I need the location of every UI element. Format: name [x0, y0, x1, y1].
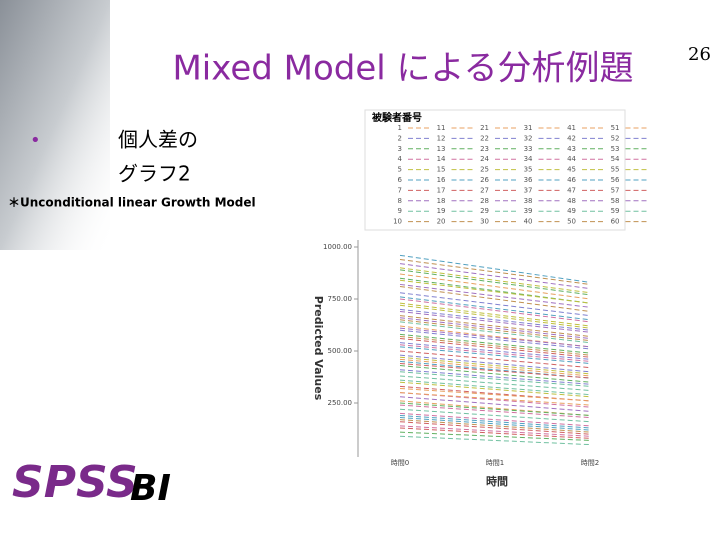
- legend-label: 15: [437, 166, 446, 174]
- bullet-line: 個人差の: [118, 128, 198, 152]
- series-line: [399, 263, 591, 290]
- y-tick-label: 750.00: [328, 295, 353, 303]
- legend-label: 28: [480, 197, 489, 205]
- legend-label: 40: [524, 218, 533, 226]
- legend-label: 4: [398, 155, 403, 163]
- legend-label: 51: [611, 124, 620, 132]
- y-tick-label: 500.00: [328, 347, 353, 355]
- legend-label: 5: [398, 166, 402, 174]
- legend-label: 7: [398, 186, 402, 194]
- x-tick-label: 時間2: [581, 459, 599, 467]
- legend-label: 13: [437, 145, 446, 153]
- legend-label: 2: [398, 134, 402, 142]
- legend-label: 44: [567, 155, 576, 163]
- legend-label: 23: [480, 145, 489, 153]
- legend-label: 42: [567, 134, 576, 142]
- legend-label: 17: [437, 186, 446, 194]
- legend-label: 45: [567, 166, 576, 174]
- legend-title: 被験者番号: [372, 111, 422, 124]
- legend-label: 34: [524, 155, 533, 163]
- legend-label: 22: [480, 134, 489, 142]
- legend-label: 50: [567, 218, 576, 226]
- series-line: [399, 338, 591, 358]
- series-line: [399, 254, 591, 283]
- legend-label: 21: [480, 124, 489, 132]
- legend-label: 35: [524, 166, 533, 174]
- series-line: [399, 435, 591, 446]
- legend-label: 16: [437, 176, 446, 184]
- legend-label: 8: [398, 197, 402, 205]
- legend-label: 36: [524, 176, 533, 184]
- legend-label: 18: [437, 197, 446, 205]
- legend-label: 56: [611, 176, 620, 184]
- legend-label: 59: [611, 207, 620, 215]
- series-line: [399, 279, 591, 304]
- series-line: [399, 362, 591, 379]
- series-line: [399, 317, 591, 340]
- logo-sub: BI: [130, 468, 171, 509]
- x-tick-label: 時間0: [391, 459, 409, 467]
- y-axis-label: Predicted Values: [312, 296, 325, 401]
- note: ＊Unconditional linear Growth Model: [8, 196, 256, 210]
- legend-label: 58: [611, 197, 620, 205]
- bullet-marker: •: [30, 130, 41, 151]
- legend-label: 54: [611, 155, 620, 163]
- x-axis-label: 時間: [486, 474, 508, 488]
- x-tick-label: 時間1: [486, 459, 504, 467]
- legend-label: 52: [611, 134, 620, 142]
- page-number: 26: [688, 44, 711, 65]
- logo-main: SPSS: [12, 457, 138, 508]
- legend-label: 24: [480, 155, 489, 163]
- legend-label: 30: [480, 218, 489, 226]
- legend-label: 6: [398, 176, 403, 184]
- legend-label: 11: [437, 124, 446, 132]
- legend-label: 47: [567, 186, 576, 194]
- slide-title: Mixed Model による分析例題: [172, 49, 633, 89]
- series-line: [399, 425, 591, 437]
- y-tick-label: 1000.00: [323, 243, 352, 251]
- bullet-line: グラフ2: [118, 162, 191, 186]
- legend-label: 10: [393, 218, 402, 226]
- legend-label: 12: [437, 134, 446, 142]
- legend-label: 25: [480, 166, 489, 174]
- legend-label: 26: [480, 176, 489, 184]
- legend-label: 20: [437, 218, 446, 226]
- legend-label: 41: [567, 124, 576, 132]
- legend-label: 49: [567, 207, 576, 215]
- legend-label: 39: [524, 207, 533, 215]
- legend-label: 46: [567, 176, 576, 184]
- legend-label: 55: [611, 166, 620, 174]
- legend-label: 48: [567, 197, 576, 205]
- legend-label: 27: [480, 186, 489, 194]
- series-line: [399, 346, 591, 364]
- legend-label: 57: [611, 186, 620, 194]
- legend-label: 37: [524, 186, 533, 194]
- legend-label: 38: [524, 197, 533, 205]
- legend-label: 19: [437, 207, 446, 215]
- series-line: [399, 431, 591, 441]
- keyboard-image: [0, 0, 110, 250]
- legend-label: 9: [398, 207, 402, 215]
- legend-label: 31: [524, 124, 533, 132]
- legend-label: 32: [524, 134, 533, 142]
- series-line: [399, 273, 591, 300]
- legend-label: 60: [611, 218, 620, 226]
- legend-label: 29: [480, 207, 489, 215]
- legend-label: 14: [437, 155, 446, 163]
- legend-label: 1: [398, 124, 402, 132]
- legend-label: 33: [524, 145, 533, 153]
- legend-label: 43: [567, 145, 576, 153]
- legend-label: 53: [611, 145, 620, 153]
- legend-label: 3: [398, 145, 402, 153]
- y-tick-label: 250.00: [328, 399, 353, 407]
- series-line: [399, 342, 591, 360]
